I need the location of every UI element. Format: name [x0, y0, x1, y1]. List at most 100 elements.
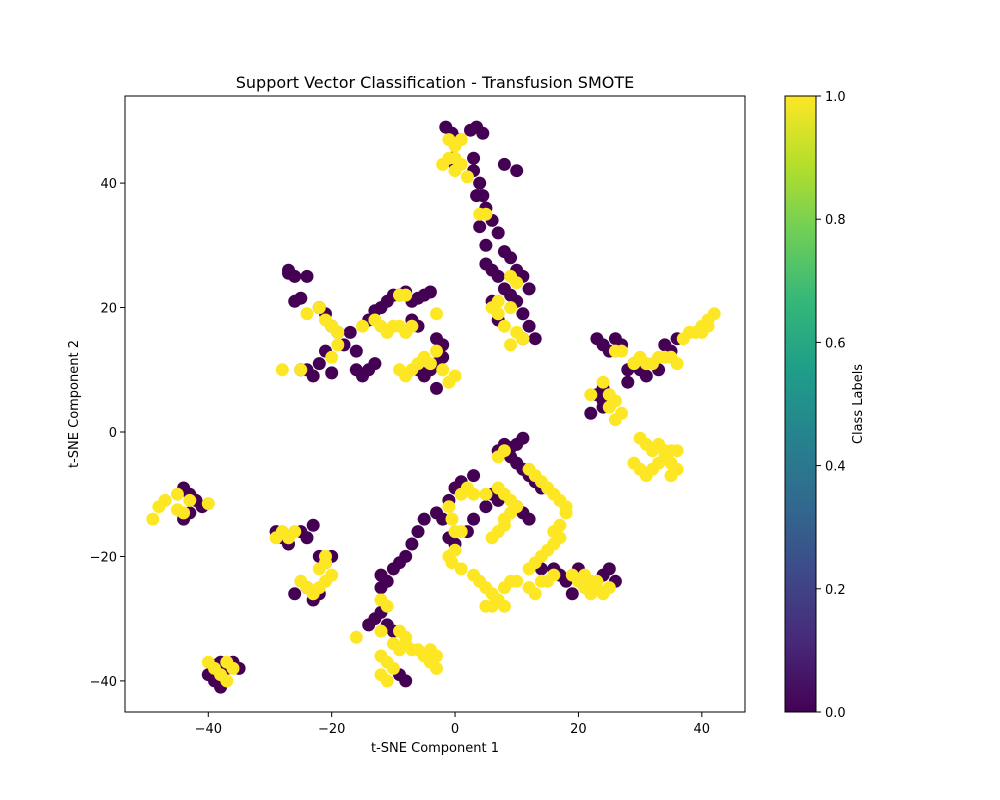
plot-area — [125, 96, 745, 712]
data-point-class-1 — [695, 325, 709, 339]
y-tick-label: 20 — [100, 302, 117, 317]
data-point-class-0 — [374, 568, 388, 582]
data-point-class-1 — [430, 344, 443, 358]
data-point-class-1 — [442, 500, 456, 514]
data-point-class-1 — [288, 525, 302, 539]
x-tick-label: −20 — [318, 722, 345, 737]
data-point-class-1 — [445, 512, 459, 526]
chart-title: Support Vector Classification - Transfus… — [236, 73, 635, 92]
data-point-class-0 — [479, 238, 493, 252]
data-point-class-1 — [485, 599, 499, 613]
data-point-class-1 — [497, 599, 511, 613]
data-point-class-1 — [386, 637, 400, 651]
data-point-class-0 — [282, 266, 295, 280]
data-point-class-1 — [664, 469, 678, 483]
data-point-class-1 — [590, 574, 604, 588]
data-point-class-0 — [288, 587, 302, 601]
data-point-class-1 — [399, 630, 413, 644]
x-axis-label: t-SNE Component 1 — [371, 741, 499, 756]
data-point-class-1 — [522, 562, 536, 576]
data-point-class-0 — [300, 531, 314, 545]
data-point-class-0 — [306, 518, 320, 532]
data-point-class-0 — [522, 282, 536, 296]
data-point-class-0 — [349, 344, 363, 358]
data-point-class-1 — [300, 307, 314, 321]
data-point-class-0 — [473, 176, 487, 190]
y-axis-ticks: −40 −20 0 20 40 — [90, 177, 125, 690]
data-point-class-0 — [306, 369, 320, 383]
x-tick-label: 0 — [451, 722, 459, 737]
data-point-class-0 — [516, 431, 530, 445]
data-point-class-1 — [294, 363, 308, 377]
data-point-class-1 — [491, 481, 505, 495]
data-point-class-1 — [547, 568, 561, 582]
data-point-class-1 — [504, 338, 518, 352]
data-point-class-1 — [707, 307, 721, 321]
data-point-class-1 — [504, 301, 518, 315]
scatter-points — [146, 120, 721, 694]
data-point-class-1 — [652, 456, 666, 470]
data-point-class-1 — [510, 574, 524, 588]
data-point-class-1 — [497, 319, 511, 333]
data-point-class-0 — [602, 562, 616, 576]
data-point-class-1 — [454, 133, 468, 147]
data-point-class-1 — [380, 599, 394, 613]
data-point-class-0 — [476, 126, 490, 140]
data-point-class-0 — [294, 291, 308, 305]
data-point-class-0 — [584, 406, 598, 420]
data-point-class-1 — [423, 357, 437, 371]
data-point-class-1 — [380, 674, 394, 688]
data-point-class-1 — [312, 301, 326, 315]
y-axis-label: t-SNE Component 2 — [67, 340, 82, 468]
data-point-class-1 — [158, 493, 172, 507]
data-point-class-1 — [467, 487, 481, 501]
data-point-class-1 — [584, 587, 598, 601]
data-point-class-1 — [275, 363, 289, 377]
data-point-class-0 — [497, 157, 511, 171]
data-point-class-1 — [504, 269, 518, 283]
y-tick-label: 0 — [109, 426, 117, 441]
data-point-class-1 — [183, 493, 197, 507]
data-point-class-1 — [146, 512, 160, 526]
data-point-class-0 — [343, 325, 357, 339]
data-point-class-0 — [504, 251, 518, 265]
data-point-class-1 — [454, 562, 468, 576]
colorbar-tick-label: 0.2 — [825, 583, 846, 598]
data-point-class-1 — [485, 531, 499, 545]
data-point-class-1 — [331, 325, 345, 339]
data-point-class-1 — [325, 568, 339, 582]
data-point-class-1 — [356, 319, 369, 333]
data-point-class-1 — [479, 487, 493, 501]
data-point-class-1 — [445, 556, 459, 570]
data-point-class-0 — [467, 151, 481, 165]
data-point-class-1 — [430, 649, 443, 663]
data-point-class-1 — [460, 170, 474, 184]
data-point-class-0 — [473, 220, 487, 234]
data-point-class-0 — [479, 500, 493, 514]
data-point-class-1 — [602, 581, 616, 595]
data-point-class-0 — [386, 562, 400, 576]
data-point-class-1 — [405, 319, 419, 333]
data-point-class-0 — [368, 357, 382, 371]
data-point-class-1 — [201, 497, 215, 511]
colorbar-tick-label: 0.0 — [825, 706, 846, 721]
data-point-class-0 — [528, 332, 542, 346]
data-point-class-1 — [170, 487, 184, 501]
y-tick-label: −40 — [90, 675, 117, 690]
colorbar-label: Class Labels — [851, 364, 866, 444]
data-point-class-1 — [528, 587, 542, 601]
data-point-class-1 — [584, 388, 598, 402]
data-point-class-1 — [349, 630, 363, 644]
data-point-class-1 — [559, 506, 573, 520]
data-point-class-1 — [386, 661, 400, 675]
data-point-class-0 — [467, 469, 481, 483]
data-point-class-1 — [491, 307, 505, 321]
data-point-class-0 — [467, 512, 481, 526]
data-point-class-1 — [608, 413, 622, 427]
y-tick-label: −20 — [90, 550, 117, 565]
data-point-class-0 — [325, 366, 339, 380]
data-point-class-1 — [479, 207, 493, 221]
data-point-class-0 — [522, 512, 536, 526]
data-point-class-1 — [436, 363, 450, 377]
data-point-class-1 — [615, 344, 629, 358]
